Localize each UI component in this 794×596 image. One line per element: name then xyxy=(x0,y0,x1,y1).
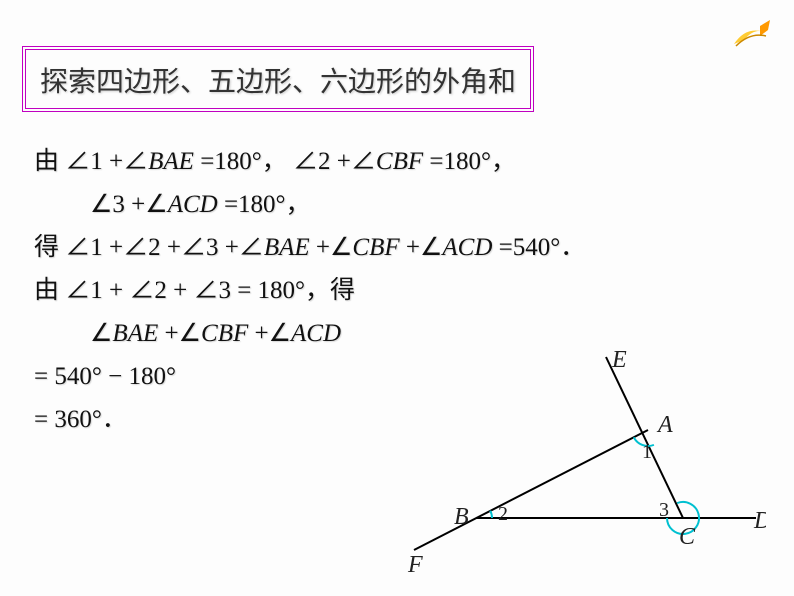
svg-text:B: B xyxy=(454,504,469,530)
svg-text:1: 1 xyxy=(642,441,652,463)
svg-text:E: E xyxy=(611,347,627,373)
corner-decorative-icon xyxy=(730,18,774,59)
line-4: 由 ∠1 + ∠2 + ∠3 = 180°，得 xyxy=(34,269,585,312)
title-text: 探索四边形、五边形、六边形的外角和 xyxy=(40,67,516,98)
diagram-svg: E A B C D F 1 2 3 xyxy=(346,345,766,585)
line-1: 由 ∠1 +∠BAE =180°， ∠2 +∠CBF =180°， xyxy=(34,140,585,183)
svg-text:3: 3 xyxy=(659,499,669,521)
pencil-swoosh-icon xyxy=(730,18,774,54)
svg-text:D: D xyxy=(753,508,766,534)
svg-text:A: A xyxy=(656,412,673,438)
svg-text:C: C xyxy=(679,524,696,550)
line-3: 得 ∠1 +∠2 +∠3 +∠BAE +∠CBF +∠ACD =540°． xyxy=(34,226,585,269)
line-2: ∠3 +∠ACD =180°， xyxy=(34,183,585,226)
svg-text:F: F xyxy=(407,552,423,578)
triangle-diagram: E A B C D F 1 2 3 xyxy=(346,345,766,590)
section-title: 探索四边形、五边形、六边形的外角和 xyxy=(22,46,534,112)
svg-text:2: 2 xyxy=(498,503,508,525)
